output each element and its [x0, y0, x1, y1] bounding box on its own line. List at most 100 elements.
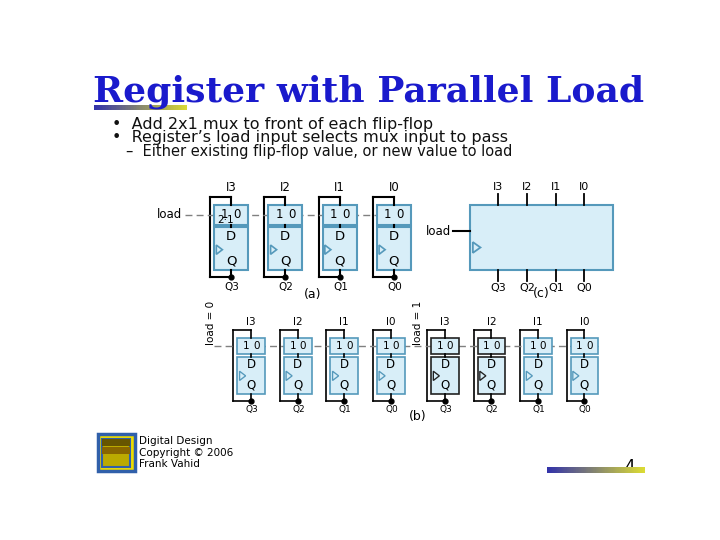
Text: 1: 1	[336, 341, 343, 351]
Bar	[151, 105, 153, 110]
Bar	[134, 105, 136, 110]
Text: Q0: Q0	[385, 405, 398, 414]
Bar	[554, 467, 556, 473]
Bar	[214, 227, 248, 271]
Bar	[150, 105, 159, 110]
Bar	[150, 105, 152, 110]
Bar	[591, 467, 593, 473]
Text: D: D	[534, 358, 542, 372]
Bar	[643, 467, 644, 473]
Bar	[143, 105, 145, 110]
Bar	[117, 105, 119, 110]
Bar	[145, 105, 147, 110]
Bar	[163, 105, 166, 110]
Text: Q2: Q2	[486, 405, 498, 414]
Bar	[168, 105, 170, 110]
Bar	[167, 105, 168, 110]
Text: 0: 0	[586, 341, 593, 351]
Bar	[100, 105, 102, 110]
Bar	[574, 467, 575, 473]
Bar	[154, 105, 156, 110]
Bar	[551, 467, 552, 473]
Bar	[103, 105, 112, 110]
Bar	[377, 227, 411, 271]
Text: Register with Parallel Load: Register with Parallel Load	[94, 75, 644, 109]
Bar	[147, 105, 148, 110]
Bar	[633, 467, 635, 473]
Bar	[284, 338, 312, 354]
Text: load: load	[426, 225, 451, 238]
Bar	[178, 105, 179, 110]
Bar	[132, 105, 135, 110]
Bar	[590, 467, 591, 473]
Bar	[122, 105, 124, 110]
Text: load = 0: load = 0	[206, 301, 216, 345]
Text: I1: I1	[533, 318, 543, 327]
Bar	[123, 105, 125, 110]
Bar	[116, 105, 117, 110]
Text: 1: 1	[483, 341, 490, 351]
Bar	[595, 467, 596, 473]
Bar	[477, 356, 505, 394]
Text: 0: 0	[493, 341, 500, 351]
Text: Q3: Q3	[225, 282, 239, 292]
Bar	[153, 105, 155, 110]
Text: •  Add 2x1 mux to front of each flip-flop: • Add 2x1 mux to front of each flip-flop	[112, 117, 433, 132]
Bar	[173, 105, 175, 110]
Text: 1: 1	[436, 341, 444, 351]
Bar	[603, 467, 605, 473]
Bar	[622, 467, 624, 473]
Text: D: D	[247, 358, 256, 372]
Bar	[636, 467, 637, 473]
Bar	[557, 467, 559, 473]
Text: •  Register’s load input selects mux input to pass: • Register’s load input selects mux inpu…	[112, 131, 508, 145]
Bar	[102, 439, 130, 446]
Bar	[161, 105, 163, 110]
Text: 0: 0	[392, 341, 399, 351]
Text: D: D	[340, 358, 348, 372]
Bar	[575, 467, 577, 473]
Bar	[602, 467, 603, 473]
Bar	[431, 356, 459, 394]
Bar	[564, 467, 566, 473]
Text: I3: I3	[246, 318, 256, 327]
Text: Q: Q	[580, 379, 589, 392]
Bar	[577, 467, 579, 473]
Bar	[323, 205, 356, 225]
Bar	[611, 467, 612, 473]
Text: 0: 0	[300, 341, 306, 351]
Bar	[568, 467, 570, 473]
Bar	[142, 105, 144, 110]
Bar	[182, 105, 184, 110]
Bar	[620, 467, 621, 473]
Bar	[614, 467, 616, 473]
Text: D: D	[487, 358, 496, 372]
Bar	[96, 105, 97, 110]
Bar	[588, 467, 590, 473]
Text: Q3: Q3	[439, 405, 452, 414]
Text: D: D	[280, 230, 290, 243]
Bar	[558, 467, 559, 473]
Bar	[549, 467, 550, 473]
Bar	[323, 227, 356, 271]
Bar	[130, 105, 132, 110]
Bar	[128, 105, 130, 110]
Text: D: D	[389, 230, 399, 243]
Bar	[615, 467, 616, 473]
Text: I0: I0	[580, 318, 589, 327]
Text: Q: Q	[441, 379, 449, 392]
Text: Q1: Q1	[338, 405, 351, 414]
Bar	[567, 467, 568, 473]
Text: (b): (b)	[409, 410, 427, 423]
Bar	[582, 467, 584, 473]
Bar	[178, 105, 187, 110]
Bar	[140, 105, 150, 110]
Bar	[616, 467, 618, 473]
Bar	[156, 105, 158, 110]
Text: D: D	[580, 358, 589, 372]
Bar	[185, 105, 187, 110]
Text: I2: I2	[280, 181, 291, 194]
Text: Q: Q	[246, 379, 256, 392]
Bar	[625, 467, 626, 473]
Text: Q: Q	[534, 379, 543, 392]
